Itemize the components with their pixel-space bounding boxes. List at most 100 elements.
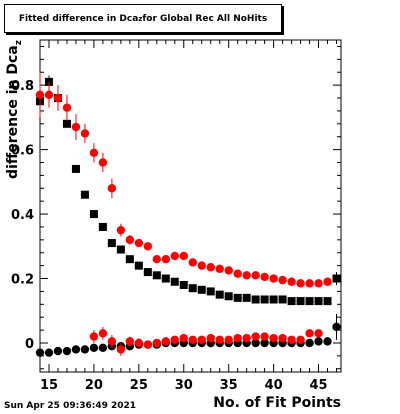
data-point-circle — [107, 184, 117, 193]
data-point-square — [251, 295, 260, 304]
data-point-square — [170, 277, 179, 286]
y-tick-label: 0.4 — [11, 208, 34, 223]
timestamp: Sun Apr 25 09:36:49 2021 — [4, 401, 137, 411]
data-point-circle — [251, 271, 260, 280]
data-point-square — [116, 245, 125, 254]
y-tick-label: 0.8 — [11, 79, 34, 94]
data-point-square — [242, 293, 251, 302]
data-point-circle — [89, 332, 99, 341]
x-tick-label: 30 — [175, 378, 193, 393]
data-point-square — [62, 119, 71, 128]
data-point-circle — [125, 235, 135, 245]
x-tick-label: 45 — [309, 378, 327, 393]
data-point-circle — [161, 254, 170, 264]
title-text-suffix: for Global Rec All NoHits — [142, 13, 268, 24]
data-point-circle — [98, 329, 108, 338]
data-point-square — [107, 239, 116, 248]
data-point-square — [161, 274, 170, 283]
data-point-square — [134, 261, 143, 270]
data-point-circle — [62, 103, 72, 112]
data-point-circle — [224, 335, 233, 344]
data-point-square — [215, 290, 224, 299]
data-point-circle — [170, 251, 179, 261]
data-point-circle — [143, 340, 153, 349]
data-point-square — [287, 297, 296, 306]
data-point-square — [323, 297, 332, 306]
data-point-circle — [161, 337, 170, 346]
data-point-circle — [269, 333, 278, 343]
data-point-circle — [215, 335, 224, 344]
data-point-circle — [179, 333, 188, 343]
data-point-circle — [251, 338, 260, 348]
data-point-square — [71, 164, 80, 173]
data-point-circle — [53, 346, 63, 356]
data-point-square — [89, 210, 98, 219]
data-point-circle — [260, 272, 269, 282]
data-point-circle — [152, 338, 162, 348]
data-point-circle — [233, 269, 242, 278]
data-point-square — [332, 274, 341, 283]
data-point-circle — [206, 333, 215, 343]
data-point-circle — [233, 333, 242, 343]
data-point-circle — [71, 122, 81, 132]
data-point-circle — [134, 338, 144, 348]
data-point-square — [296, 297, 305, 306]
data-point-circle — [179, 251, 188, 261]
data-point-square — [197, 285, 206, 294]
data-point-circle — [269, 274, 278, 283]
data-point-circle — [287, 335, 296, 344]
data-point-circle — [53, 93, 63, 103]
data-point-circle — [314, 329, 323, 338]
data-point-circle — [215, 264, 224, 274]
data-point-square — [269, 295, 278, 304]
data-point-circle — [287, 277, 296, 286]
data-point-square — [305, 297, 314, 306]
data-point-square — [98, 222, 107, 231]
data-point-circle — [134, 238, 144, 248]
data-point-circle — [116, 345, 126, 354]
data-point-circle — [296, 335, 305, 344]
data-point-circle — [278, 275, 287, 285]
data-point-circle — [98, 158, 108, 167]
data-point-circle — [260, 338, 269, 348]
data-point-circle — [35, 348, 45, 357]
data-point-square — [80, 190, 89, 199]
title-subscript: z — [138, 14, 143, 23]
data-point-square — [188, 284, 197, 293]
data-point-circle — [305, 279, 314, 288]
plot-frame — [39, 39, 342, 373]
data-point-circle — [197, 261, 206, 270]
y-tick-label: 0 — [25, 337, 34, 352]
data-point-circle — [170, 335, 179, 344]
data-point-circle — [125, 337, 135, 346]
data-point-square — [314, 297, 323, 306]
data-point-circle — [332, 322, 341, 332]
data-point-circle — [206, 263, 215, 272]
x-tick-label: 40 — [265, 378, 283, 393]
y-tick-label: 0.2 — [11, 273, 34, 288]
data-point-circle — [44, 348, 54, 357]
title-text: Fitted difference in Dca — [18, 13, 139, 24]
data-point-circle — [80, 345, 90, 354]
data-point-circle — [143, 242, 153, 251]
data-point-circle — [71, 345, 81, 354]
data-point-circle — [251, 332, 260, 341]
data-point-circle — [188, 335, 197, 344]
data-point-square — [260, 295, 269, 304]
data-point-square — [224, 292, 233, 301]
data-point-circle — [224, 266, 233, 275]
data-point-square — [143, 268, 152, 277]
y-tick-label: 0.6 — [11, 144, 34, 159]
data-point-circle — [305, 329, 314, 338]
x-tick-label: 20 — [85, 378, 103, 393]
data-point-circle — [314, 279, 323, 288]
data-point-circle — [296, 279, 305, 288]
data-point-circle — [98, 343, 108, 353]
data-point-circle — [89, 343, 99, 353]
data-point-circle — [305, 338, 314, 348]
data-point-square — [179, 280, 188, 289]
data-point-circle — [35, 90, 45, 99]
x-tick-label: 35 — [220, 378, 238, 393]
data-point-circle — [80, 129, 90, 138]
